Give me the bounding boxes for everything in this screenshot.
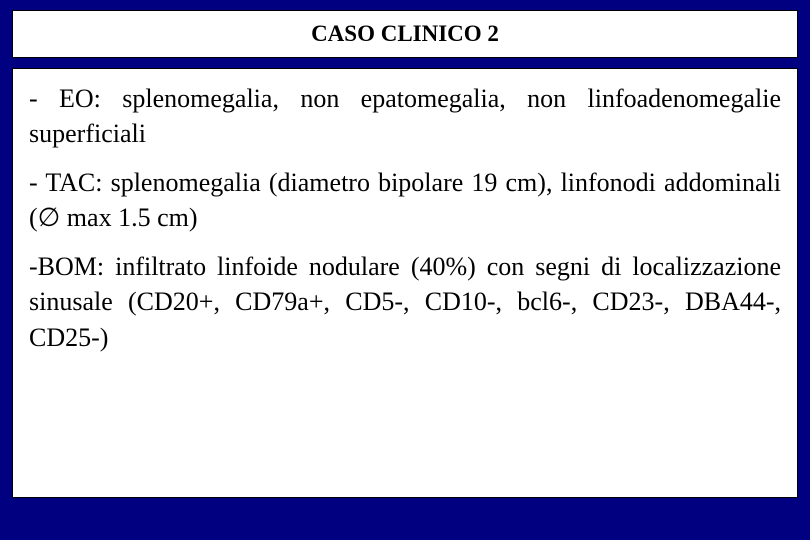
title-box: CASO CLINICO 2 [12,10,798,58]
paragraph-tac: - TAC: splenomegalia (diametro bipolare … [29,165,781,235]
slide-container: CASO CLINICO 2 - EO: splenomegalia, non … [0,0,810,540]
content-box: - EO: splenomegalia, non epatomegalia, n… [12,68,798,498]
slide-title: CASO CLINICO 2 [311,21,499,46]
paragraph-bom: -BOM: infiltrato linfoide nodulare (40%)… [29,249,781,354]
paragraph-eo: - EO: splenomegalia, non epatomegalia, n… [29,81,781,151]
